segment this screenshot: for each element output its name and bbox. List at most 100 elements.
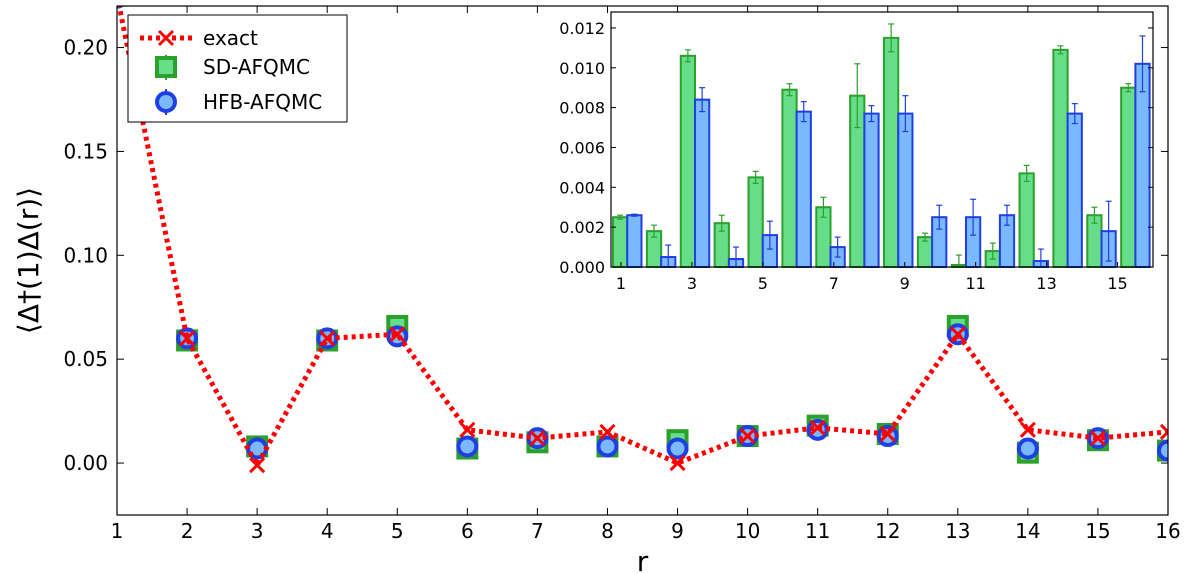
inset-x-tick-label: 9 (900, 274, 910, 293)
inset-frame (610, 11, 1154, 268)
main-data (110, 0, 1168, 474)
exact-marker-stroke (1159, 423, 1168, 435)
inset-y-tick-label: 0.008 (559, 99, 605, 118)
inset-x-tick-label: 7 (829, 274, 839, 293)
sd-afqmc-bar (781, 88, 798, 268)
x-tick-label: 3 (251, 519, 264, 543)
exact-point (389, 326, 406, 343)
x-axis-label: r (637, 545, 649, 573)
y-tick-label: 0.05 (63, 347, 108, 371)
x-tick-label: 11 (805, 519, 830, 543)
inset-x-tick-label: 5 (758, 274, 768, 293)
exact-point (1159, 423, 1168, 440)
exact-point (459, 421, 476, 438)
hfb-afqmc-bar (795, 110, 812, 268)
legend-hfb-marker (155, 91, 177, 113)
exact-marker-stroke (1019, 421, 1036, 438)
exact-marker-stroke (879, 425, 896, 443)
inset-x-tick-label: 3 (687, 274, 697, 293)
y-tick-label: 0.10 (63, 243, 108, 267)
exact-point (179, 330, 196, 347)
legend-label: exact (203, 26, 258, 50)
x-tick-label: 2 (181, 519, 194, 543)
sd-afqmc-bar (1120, 86, 1137, 268)
exact-marker-stroke (110, 0, 124, 3)
sd-afqmc-bar (679, 54, 697, 268)
inset-y-tick-label: 0.012 (559, 19, 605, 38)
exact-marker-stroke (529, 430, 546, 447)
exact-point (1089, 430, 1106, 447)
exact-marker-stroke (389, 326, 406, 343)
x-tick-label: 10 (735, 519, 760, 543)
exact-marker-stroke (319, 330, 336, 347)
hfb-afqmc-point (596, 435, 619, 458)
y-tick-label: 0.00 (63, 451, 108, 475)
inset-x-tick-label: 13 (1036, 274, 1056, 293)
x-tick-label: 4 (321, 519, 334, 543)
inset-x-tick-label: 1 (616, 274, 626, 293)
exact-point (599, 423, 616, 440)
hfb-afqmc-bar (626, 214, 643, 268)
hfb-afqmc-point (666, 437, 689, 460)
y-tick-label: 0.15 (63, 139, 108, 163)
exact-marker-stroke (739, 427, 756, 445)
hfb-afqmc-bar (1134, 62, 1151, 268)
x-tick-label: 14 (1015, 519, 1040, 543)
hfb-afqmc-bar (863, 112, 880, 268)
exact-marker-stroke (459, 421, 476, 438)
sd-afqmc-point (117, 6, 128, 7)
legend-label: HFB-AFQMC (203, 90, 322, 114)
sd-afqmc-bar (747, 176, 764, 268)
x-tick-label: 6 (461, 519, 474, 543)
hfb-afqmc-bar (897, 112, 914, 268)
exact-point (809, 419, 826, 436)
legend-sd-marker (155, 56, 177, 78)
exact-point (319, 330, 336, 347)
x-tick-label: 9 (671, 519, 684, 543)
hfb-afqmc-bar (1066, 112, 1083, 268)
inset-y-tick-label: 0.010 (559, 59, 605, 78)
exact-marker-stroke (949, 326, 966, 343)
x-tick-label: 13 (945, 519, 970, 543)
exact-point (1019, 421, 1036, 438)
inset-y-tick-label: 0.004 (559, 178, 605, 197)
exact-point (249, 457, 266, 474)
legend: exact SD-AFQMC HFB-AFQMC (127, 14, 348, 123)
hfb-afqmc-point (1157, 439, 1168, 462)
exact-point (669, 455, 686, 472)
x-tick-label: 8 (601, 519, 614, 543)
inset-y-tick-label: 0.002 (559, 218, 605, 237)
sd-afqmc-bar (1052, 48, 1069, 268)
inset-x-tick-label: 15 (1107, 274, 1127, 293)
x-tick-label: 12 (875, 519, 900, 543)
exact-marker-stroke (1159, 429, 1168, 440)
inset-y-tick-label: 0.000 (559, 258, 605, 277)
exact-point (739, 427, 756, 445)
exact-marker-stroke (249, 457, 266, 474)
legend-label: SD-AFQMC (203, 55, 310, 79)
exact-marker-stroke (110, 0, 124, 3)
exact-point (879, 425, 896, 443)
hfb-afqmc-point (456, 435, 479, 458)
hfb-afqmc-bar (694, 98, 711, 268)
exact-marker-stroke (599, 423, 616, 440)
main-plot: 1 2 3 4 5 6 7 8 9 10 11 12 13 14 15 160.000.050.100.150… (12, 0, 1181, 573)
exact-marker-stroke (179, 330, 196, 347)
exact-point (529, 430, 546, 447)
inset-x-tick-label: 11 (965, 274, 985, 293)
exact-marker-stroke (809, 419, 826, 436)
exact-point (949, 326, 966, 343)
exact-line (117, 6, 1168, 471)
x-tick-label: 5 (391, 519, 404, 543)
x-tick-label: 1 (111, 519, 124, 543)
x-tick-label: 7 (531, 519, 544, 543)
x-tick-label: 16 (1155, 519, 1180, 543)
x-tick-label: 15 (1085, 519, 1110, 543)
sd-afqmc-bar (1018, 172, 1035, 268)
y-tick-label: 0.20 (63, 36, 108, 60)
legend-exact-marker (157, 29, 175, 47)
exact-marker-stroke (1089, 430, 1106, 447)
sd-afqmc-bar (883, 36, 900, 268)
